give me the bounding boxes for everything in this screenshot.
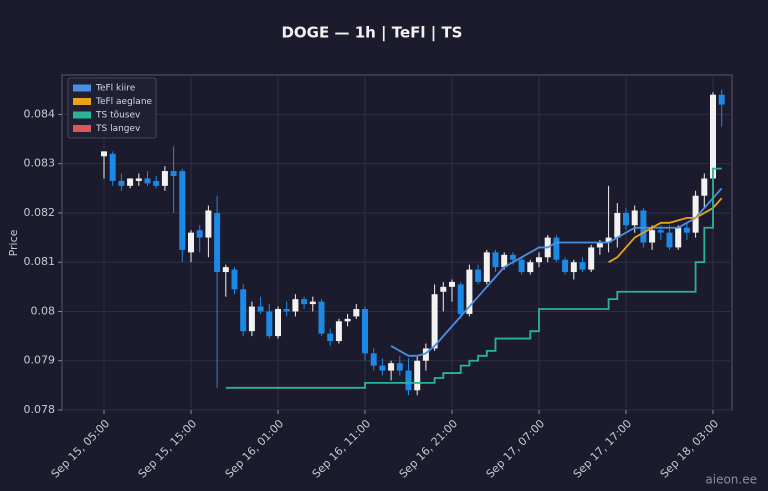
legend-box xyxy=(67,77,157,139)
candle-body xyxy=(118,180,125,186)
candle-body xyxy=(657,230,664,233)
candle-body xyxy=(301,299,308,305)
candle-body xyxy=(309,301,316,305)
legend-label: TeFl aeglane xyxy=(95,97,153,107)
candle-body xyxy=(205,210,212,238)
plot-area xyxy=(61,74,733,411)
candle-body xyxy=(518,259,525,273)
indicator-line xyxy=(608,197,723,263)
candle-body xyxy=(588,247,595,270)
candle-body xyxy=(362,309,368,354)
candle-body xyxy=(266,311,273,337)
legend: TeFl kiire TeFl aeglane TS tõusev TS langev xyxy=(67,77,157,139)
candle-body xyxy=(327,333,334,342)
candle-body xyxy=(640,210,647,243)
indicator-line xyxy=(225,167,722,389)
candle-body xyxy=(101,151,107,157)
y-tick-label: 0.083 xyxy=(24,157,56,170)
candle-body xyxy=(335,321,342,342)
chart-title: DOGE — 1h | TeFl | TS xyxy=(281,24,462,43)
candle-body xyxy=(718,94,725,105)
candle-body xyxy=(701,178,708,196)
legend-swatch xyxy=(73,84,91,92)
candle-body xyxy=(449,281,455,287)
candle-body xyxy=(388,363,395,371)
candle-body xyxy=(666,232,673,248)
candle-body xyxy=(214,212,221,273)
candle-body xyxy=(466,269,473,314)
candle-body xyxy=(283,309,290,312)
candle-body xyxy=(527,262,534,273)
candle-body xyxy=(457,284,464,314)
y-tick-label: 0.078 xyxy=(24,403,56,416)
candle-body xyxy=(231,269,238,290)
candle-body xyxy=(188,232,194,253)
candle-body xyxy=(710,94,716,179)
y-axis-label: Price xyxy=(7,229,20,256)
candle-body xyxy=(161,171,168,186)
candle-body xyxy=(370,353,377,366)
candle-body xyxy=(222,267,229,273)
candle-body xyxy=(396,363,403,371)
candle-body xyxy=(692,195,699,233)
candle-body xyxy=(414,360,421,391)
candle-body xyxy=(135,178,142,181)
candle-body xyxy=(683,227,690,233)
candle-body xyxy=(562,259,569,273)
candle-body xyxy=(179,171,186,250)
candle-body xyxy=(422,348,429,361)
candle-body xyxy=(257,306,264,312)
candle-body xyxy=(570,262,577,273)
candle-body xyxy=(614,212,621,238)
y-tick-label: 0.08 xyxy=(31,304,56,317)
candle-body xyxy=(153,180,160,186)
candle-body xyxy=(292,299,299,312)
candle-body xyxy=(440,286,447,292)
indicator-line xyxy=(390,187,723,357)
legend-swatch xyxy=(73,98,91,105)
candle-body xyxy=(170,171,177,176)
legend-swatch xyxy=(73,111,91,119)
candle-body xyxy=(596,242,603,248)
candle-body xyxy=(318,301,325,334)
candle-body xyxy=(605,237,612,243)
candle-body xyxy=(405,370,412,391)
candle-body xyxy=(275,309,281,337)
legend-label: TS tõusev xyxy=(95,111,141,121)
watermark: aieon.ee xyxy=(705,473,757,487)
y-tick-label: 0.084 xyxy=(24,107,56,120)
y-tick-label: 0.079 xyxy=(24,354,56,367)
candle-body xyxy=(553,237,560,260)
candle-body xyxy=(631,210,638,226)
legend-label: TeFl kiire xyxy=(95,84,136,94)
candle-body xyxy=(431,294,438,349)
candle-body xyxy=(109,153,116,181)
candle-body xyxy=(649,230,656,243)
candle-body xyxy=(509,254,516,260)
candle-body xyxy=(675,227,682,248)
candle-body xyxy=(344,318,351,322)
legend-label: TS langev xyxy=(95,124,141,134)
candle-body xyxy=(144,178,151,184)
candle-body xyxy=(240,289,247,332)
candle-body xyxy=(579,262,586,270)
candle-body xyxy=(492,252,499,268)
candle-body xyxy=(379,365,386,371)
y-tick-label: 0.082 xyxy=(24,206,56,219)
candle-body xyxy=(127,178,134,186)
candle-body xyxy=(536,257,542,263)
candle-body xyxy=(196,230,203,238)
candle-body xyxy=(483,252,490,282)
candle-body xyxy=(353,309,360,317)
candle-body xyxy=(475,269,482,282)
legend-swatch xyxy=(73,125,91,132)
y-tick-label: 0.081 xyxy=(24,255,56,268)
candle-body xyxy=(501,254,508,268)
candle-body xyxy=(248,306,255,332)
candle-body xyxy=(623,212,629,226)
